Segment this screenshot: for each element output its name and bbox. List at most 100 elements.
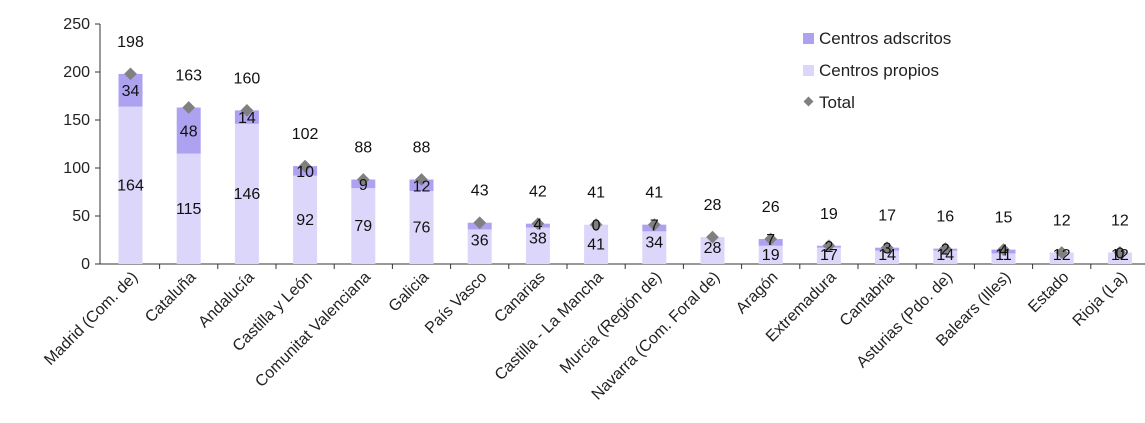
legend-swatch-centros-adscritos [803,33,814,44]
adscritos-label: 34 [122,83,140,100]
y-tick-label: 50 [72,208,90,225]
total-label: 198 [117,34,144,51]
bar-propios-aragon [758,245,783,264]
total-label: 15 [995,210,1013,227]
data-labels: 1981643416311548160146141029210887998876… [117,34,1129,264]
propios-label: 76 [413,220,431,237]
adscritos-label: 10 [296,164,314,181]
legend-label-total: Total [819,93,855,112]
propios-label: 28 [704,240,722,257]
bar-propios-castilla-y-leon [293,175,318,264]
bar-propios-andalucia [234,123,259,264]
total-label: 28 [704,197,722,214]
bar-propios-asturias-pdo-de [933,250,958,264]
legend-label-centros-propios: Centros propios [819,61,939,80]
axes [99,24,1145,265]
total-label: 12 [1053,212,1071,229]
adscritos-label: 2 [941,242,950,259]
adscritos-label: 48 [180,124,198,141]
adscritos-label: 7 [650,218,659,235]
y-ticks: 0 50 100 150 200 250 [63,16,100,273]
propios-label: 14 [936,247,954,264]
y-tick-label: 250 [63,16,90,33]
category-label-madrid-com-de: Madrid (Com. de) [41,269,141,369]
total-label: 42 [529,184,547,201]
bar-propios-castilla-la-mancha [584,224,609,264]
propios-label: 92 [296,212,314,229]
category-label-galicia: Galicia [386,269,433,316]
category-label-comunitat-valenciana: Comunitat Valenciana [252,269,374,391]
propios-label: 11 [995,247,1012,264]
category-label-estado: Estado [1025,269,1072,316]
propios-label: 38 [529,231,547,248]
category-label-asturias-pdo-de: Asturias (Pdo. de) [854,269,957,372]
bar-propios-extremadura [816,247,841,264]
total-marker-pais-vasco [473,216,487,230]
bars [118,67,1132,264]
propios-label: 146 [234,186,261,203]
category-label-pais-vasco: País Vasco [422,269,490,337]
total-marker-andalucia [240,104,254,117]
y-tick-label: 100 [63,160,90,177]
total-marker-castilla-y-leon [298,159,312,173]
adscritos-label: 0 [1115,245,1124,262]
adscritos-label: 9 [359,177,368,194]
category-label-canarias: Canarias [491,269,548,326]
bar-adscritos-andalucia [234,110,259,124]
propios-label: 12 [1053,247,1071,264]
category-label-aragon: Aragón [733,269,782,318]
total-marker-galicia [415,173,428,186]
total-label: 160 [234,70,261,87]
bar-propios-balears-illes [991,253,1016,264]
category-label-cantabria: Cantabria [837,269,898,330]
propios-label: 14 [878,247,896,264]
total-label: 163 [175,68,202,85]
total-label: 12 [1111,212,1129,229]
total-label: 17 [878,208,896,225]
bar-propios-canarias [525,227,550,264]
total-label: 102 [292,126,319,143]
adscritos-label: 4 [999,243,1008,260]
total-label: 43 [471,183,489,200]
bar-propios-murcia-region-de [642,231,667,264]
category-label-cataluna: Cataluña [142,269,199,326]
bar-propios-madrid-com-de [118,106,143,264]
total-label: 41 [645,185,663,202]
legend-marker-total [803,96,814,107]
bar-propios-galicia [409,191,434,264]
adscritos-label: 14 [238,110,256,127]
propios-label: 34 [645,234,663,251]
propios-label: 115 [176,201,202,218]
y-tick-label: 150 [63,112,90,129]
propios-label: 19 [762,247,780,264]
legend-label-centros-adscritos: Centros adscritos [819,29,951,48]
adscritos-label: 0 [592,218,601,235]
adscritos-label: 7 [766,232,775,249]
category-label-castilla-la-mancha: Castilla - La Mancha [492,269,607,384]
bar-propios-cataluna [176,153,201,264]
total-label: 26 [762,199,780,216]
propios-label: 41 [587,236,605,253]
total-label: 16 [936,209,954,226]
propios-label: 36 [471,232,489,249]
propios-label: 164 [117,177,144,194]
propios-label: 17 [820,247,838,264]
y-tick-label: 0 [81,256,90,273]
legend: Centros adscritos Centros propios Total [803,29,951,112]
adscritos-label: 3 [883,241,892,258]
propios-label: 79 [354,218,372,235]
bar-propios-pais-vasco [467,229,492,264]
bar-propios-comunitat-valenciana [351,188,376,264]
total-label: 19 [820,206,838,223]
category-label-rioja-la: Rioja (La) [1070,269,1131,330]
propios-label: 12 [1111,247,1129,264]
bar-propios-cantabria [875,250,900,264]
total-label: 88 [354,140,372,157]
legend-swatch-centros-propios [803,65,814,76]
total-label: 88 [413,140,431,157]
y-tick-label: 200 [63,64,90,81]
bar-adscritos-cataluna [176,107,201,154]
total-label: 41 [587,185,605,202]
